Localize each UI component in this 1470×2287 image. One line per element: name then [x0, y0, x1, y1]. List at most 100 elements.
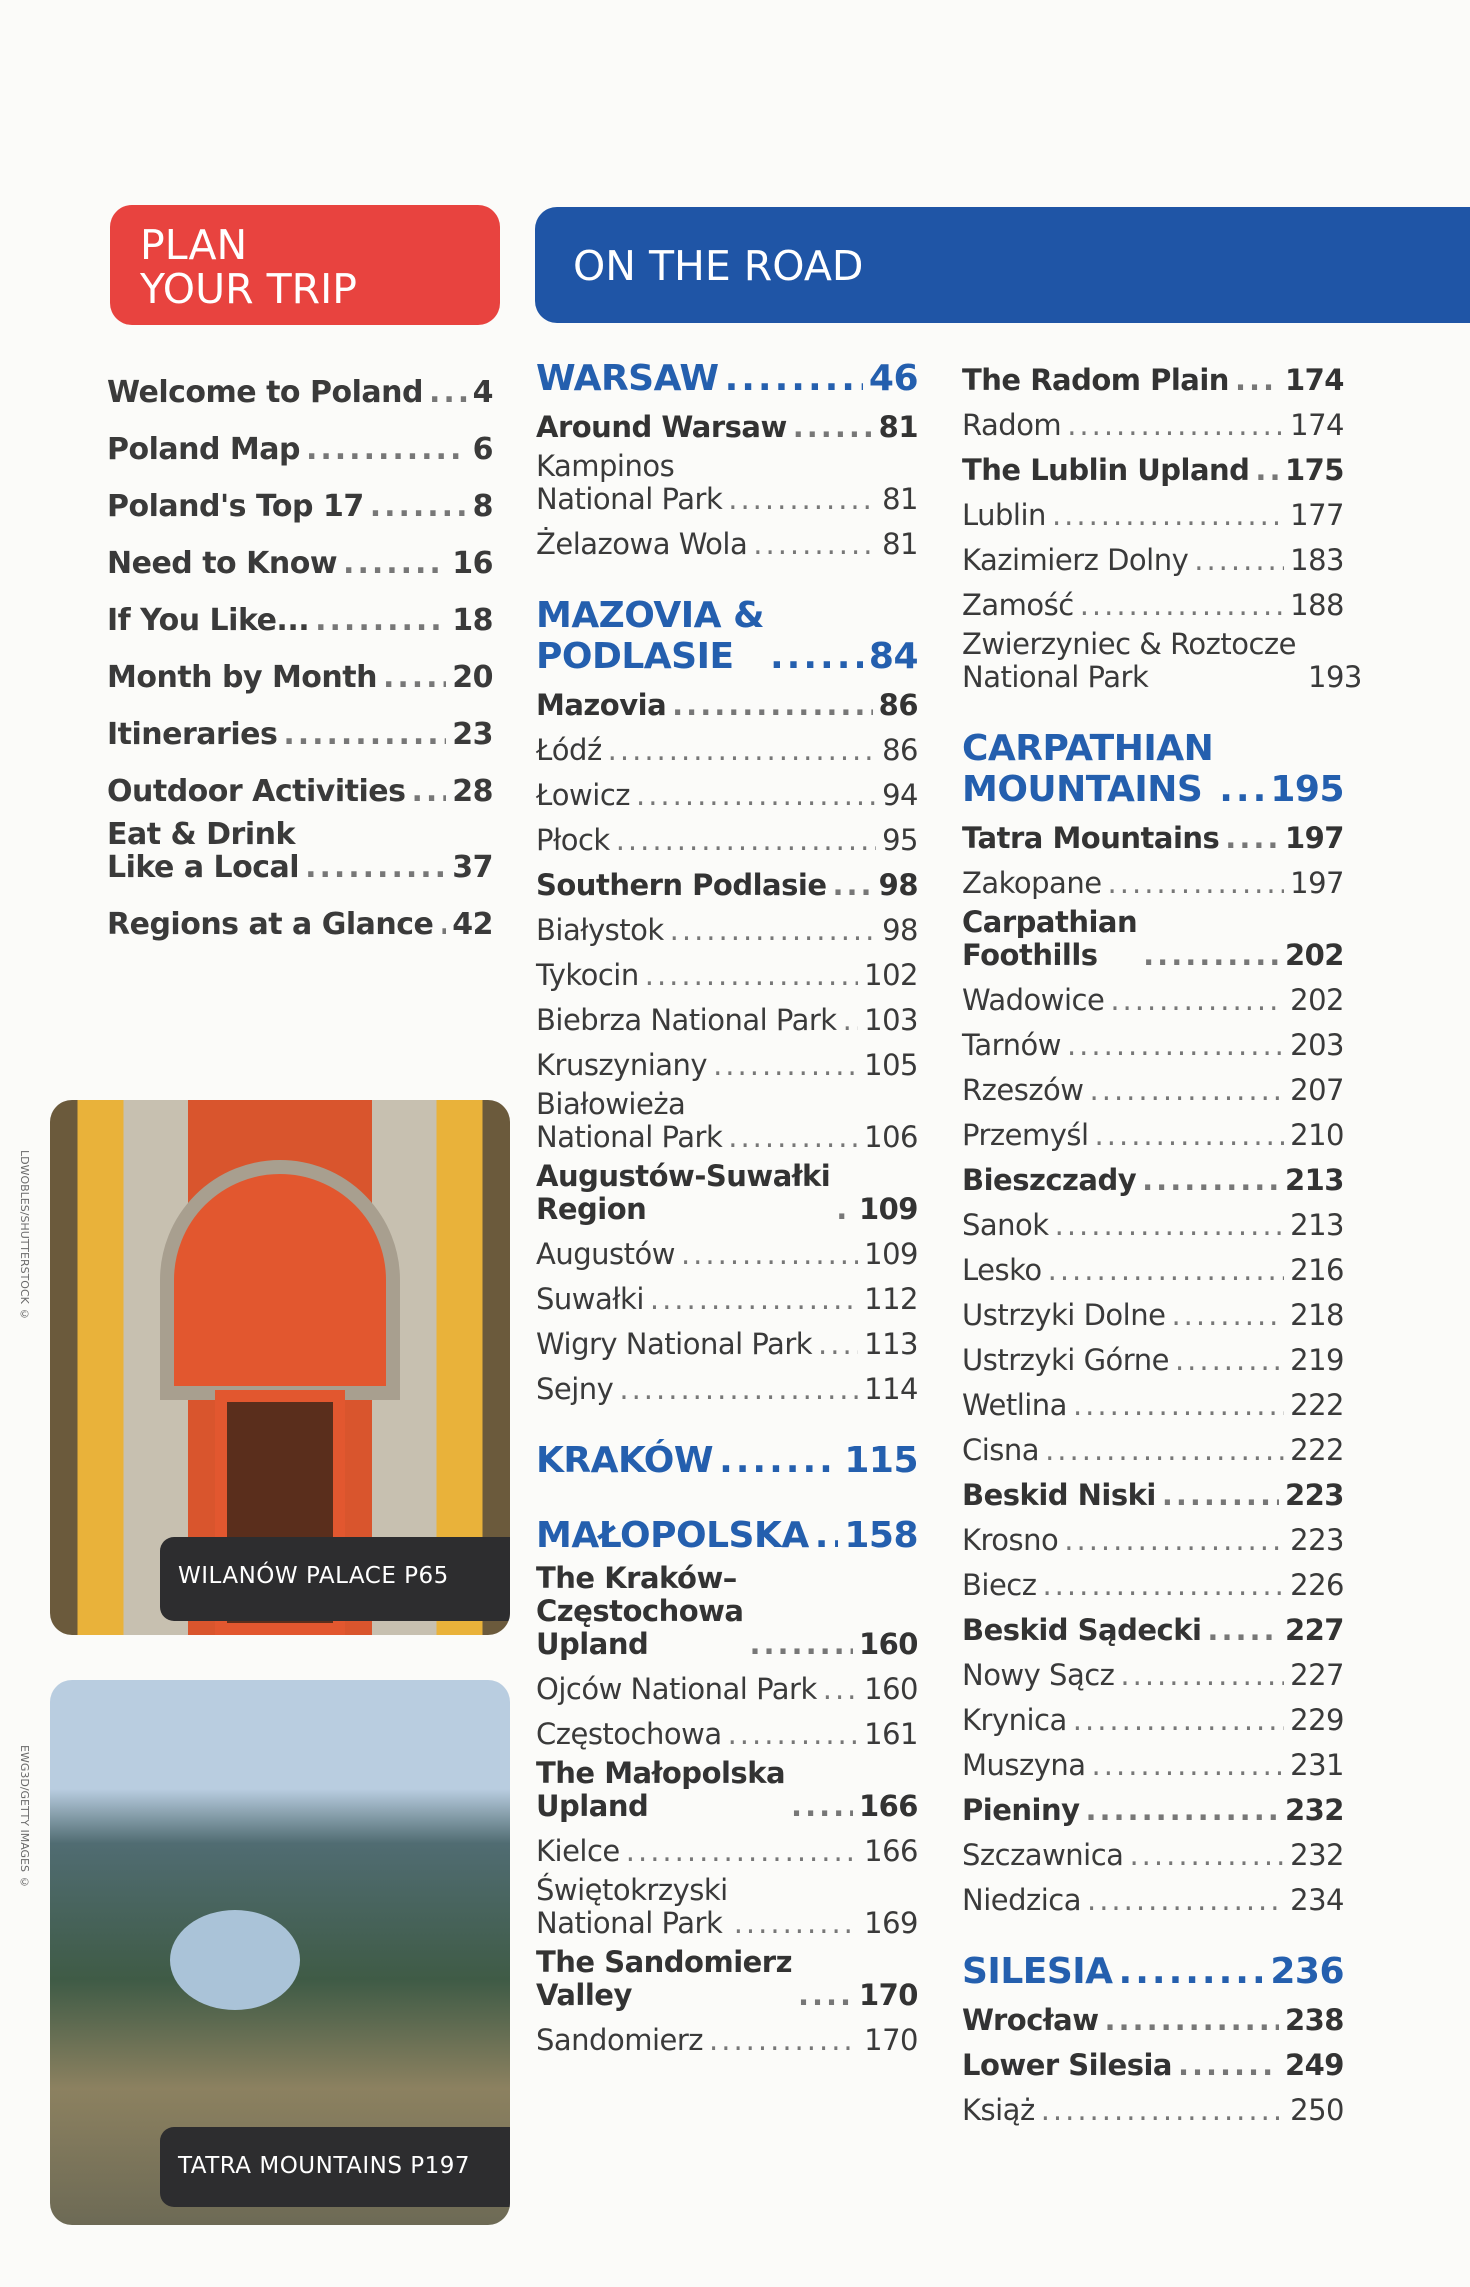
toc-entry[interactable]: Żelazowa Wola ..........................…	[536, 522, 918, 567]
toc-entry[interactable]: Radom ..................................…	[962, 403, 1344, 448]
toc-entry[interactable]: Świętokrzyski National Park ............…	[536, 1874, 918, 1946]
toc-entry[interactable]: Białystok ..............................…	[536, 908, 918, 953]
toc-entry[interactable]: Krynica ................................…	[962, 1698, 1344, 1743]
dot-leader: ........................................…	[724, 358, 863, 399]
toc-entry-page: 160	[864, 1672, 918, 1706]
toc-entry[interactable]: Muszyna ................................…	[962, 1743, 1344, 1788]
toc-entry-title: Kielce	[536, 1834, 620, 1868]
toc-entry[interactable]: Pieniny ................................…	[962, 1788, 1345, 1833]
toc-entry[interactable]: Augustów-Suwałki Region ................…	[536, 1160, 919, 1232]
toc-entry[interactable]: Suwałki ................................…	[536, 1277, 918, 1322]
toc-entry[interactable]: Zwierzyniec & Roztocze National Park ...…	[962, 628, 1362, 700]
toc-entry[interactable]: Beskid Sądecki .........................…	[962, 1608, 1345, 1653]
toc-section-heading[interactable]: CARPATHIAN MOUNTAINS ...................…	[962, 728, 1344, 816]
toc-entry[interactable]: Wigry National Park ....................…	[536, 1322, 918, 1367]
toc-entry[interactable]: Łowicz .................................…	[536, 773, 918, 818]
toc-entry-page: 213	[1290, 1208, 1344, 1242]
toc-entry[interactable]: Łódź ...................................…	[536, 728, 918, 773]
toc-entry[interactable]: Outdoor Activities .....................…	[107, 757, 493, 814]
toc-entry[interactable]: Biecz ..................................…	[962, 1563, 1344, 1608]
toc-entry[interactable]: Kielce .................................…	[536, 1829, 918, 1874]
dot-leader: ........................................…	[1177, 2049, 1279, 2082]
toc-entry[interactable]: Itineraries ............................…	[107, 700, 493, 757]
toc-entry-title: Częstochowa	[536, 1717, 722, 1751]
toc-entry[interactable]: Wadowice ...............................…	[962, 978, 1344, 1023]
toc-section-heading[interactable]: MAŁOPOLSKA .............................…	[536, 1515, 918, 1562]
toc-entry[interactable]: Rzeszów ................................…	[962, 1068, 1344, 1113]
toc-entry[interactable]: Zakopane ...............................…	[962, 861, 1344, 906]
toc-entry[interactable]: Tatra Mountains ........................…	[962, 816, 1345, 861]
toc-entry[interactable]: Zamość .................................…	[962, 583, 1344, 628]
toc-entry-title: Rzeszów	[962, 1073, 1084, 1107]
dot-leader: ........................................…	[1118, 1951, 1265, 1992]
toc-entry[interactable]: Cisna ..................................…	[962, 1428, 1344, 1473]
toc-entry[interactable]: Bieszczady .............................…	[962, 1158, 1345, 1203]
toc-entry[interactable]: Need to Know ...........................…	[107, 529, 493, 586]
toc-entry[interactable]: Welcome to Poland ......................…	[107, 358, 494, 415]
toc-entry[interactable]: Wrocław ................................…	[962, 1998, 1345, 2043]
toc-entry[interactable]: Ustrzyki Górne .........................…	[962, 1338, 1344, 1383]
toc-entry[interactable]: The Radom Plain ........................…	[962, 358, 1345, 403]
toc-entry[interactable]: The Kraków– Częstochowa Upland .........…	[536, 1562, 919, 1667]
toc-section-heading[interactable]: MAZOVIA & PODLASIE .....................…	[536, 595, 919, 683]
toc-entry-page: 219	[1290, 1343, 1344, 1377]
toc-entry-page: 207	[1290, 1073, 1344, 1107]
toc-entry[interactable]: Lower Silesia ..........................…	[962, 2043, 1345, 2088]
toc-entry[interactable]: Ustrzyki Dolne .........................…	[962, 1293, 1344, 1338]
toc-entry[interactable]: The Małopolska Upland ..................…	[536, 1757, 919, 1829]
toc-entry-title: Sandomierz	[536, 2023, 704, 2057]
toc-entry[interactable]: Częstochowa ............................…	[536, 1712, 918, 1757]
toc-entry[interactable]: Płock ..................................…	[536, 818, 918, 863]
toc-entry[interactable]: Kruszyniany ............................…	[536, 1043, 918, 1088]
dot-leader: ........................................…	[1120, 1659, 1284, 1692]
toc-entry-title: Tatra Mountains	[962, 821, 1220, 855]
toc-entry[interactable]: The Sandomierz Valley ..................…	[536, 1946, 919, 2018]
toc-entry-title: WARSAW	[536, 358, 719, 399]
toc-entry[interactable]: Książ ..................................…	[962, 2088, 1344, 2133]
toc-entry-page: 234	[1290, 1883, 1344, 1917]
toc-entry[interactable]: Ojców National Park ....................…	[536, 1667, 918, 1712]
toc-entry[interactable]: Lublin .................................…	[962, 493, 1344, 538]
toc-entry[interactable]: Beskid Niski ...........................…	[962, 1473, 1345, 1518]
toc-entry[interactable]: Sejny ..................................…	[536, 1367, 918, 1412]
toc-entry-page: 174	[1284, 363, 1345, 397]
toc-entry[interactable]: The Lublin Upland ......................…	[962, 448, 1345, 493]
toc-section-heading[interactable]: SILESIA ................................…	[962, 1951, 1344, 1998]
toc-entry[interactable]: Biebrza National Park ..................…	[536, 998, 918, 1043]
toc-entry[interactable]: Krosno .................................…	[962, 1518, 1344, 1563]
toc-entry[interactable]: Wetlina ................................…	[962, 1383, 1344, 1428]
dot-leader: ........................................…	[1072, 1389, 1284, 1422]
toc-entry[interactable]: Augustów ...............................…	[536, 1232, 918, 1277]
toc-entry[interactable]: Niedzica ...............................…	[962, 1878, 1344, 1923]
toc-entry[interactable]: Sandomierz .............................…	[536, 2018, 918, 2063]
toc-entry[interactable]: Szczawnica .............................…	[962, 1833, 1344, 1878]
toc-section-heading[interactable]: WARSAW .................................…	[536, 358, 919, 405]
toc-entry[interactable]: Nowy Sącz ..............................…	[962, 1653, 1344, 1698]
toc-entry-page: 86	[878, 688, 919, 722]
toc-entry[interactable]: Tykocin ................................…	[536, 953, 918, 998]
dot-leader: ........................................…	[1085, 1794, 1279, 1827]
toc-entry[interactable]: Eat & Drink Like a Local ...............…	[107, 814, 493, 890]
toc-entry[interactable]: Southern Podlasie ......................…	[536, 863, 919, 908]
toc-entry[interactable]: Lesko ..................................…	[962, 1248, 1344, 1293]
toc-entry[interactable]: Kampinos National Park .................…	[536, 450, 918, 522]
toc-entry-page: 169	[864, 1906, 918, 1940]
toc-entry[interactable]: Month by Month .........................…	[107, 643, 493, 700]
toc-section-heading[interactable]: KRAKÓW .................................…	[536, 1440, 918, 1487]
dot-leader: ........................................…	[836, 1193, 853, 1226]
toc-entry[interactable]: Poland's Top 17 ........................…	[107, 472, 494, 529]
toc-entry[interactable]: Kazimierz Dolny ........................…	[962, 538, 1344, 583]
toc-entry[interactable]: Białowieża National Park ...............…	[536, 1088, 918, 1160]
toc-entry[interactable]: Poland Map .............................…	[107, 415, 494, 472]
toc-entry-page: 174	[1290, 408, 1344, 442]
toc-entry[interactable]: Sanok ..................................…	[962, 1203, 1344, 1248]
dot-leader: ........................................…	[818, 1328, 858, 1361]
toc-entry[interactable]: Carpathian Foothills ...................…	[962, 906, 1345, 978]
toc-entry[interactable]: Mazovia ................................…	[536, 683, 919, 728]
toc-entry[interactable]: Regions at a Glance ....................…	[107, 890, 493, 947]
toc-entry[interactable]: Tarnów .................................…	[962, 1023, 1344, 1068]
toc-entry-title: Kampinos National Park	[536, 449, 723, 516]
toc-entry[interactable]: Przemyśl ...............................…	[962, 1113, 1344, 1158]
toc-entry[interactable]: If You Like... .........................…	[107, 586, 493, 643]
toc-entry[interactable]: Around Warsaw ..........................…	[536, 405, 919, 450]
